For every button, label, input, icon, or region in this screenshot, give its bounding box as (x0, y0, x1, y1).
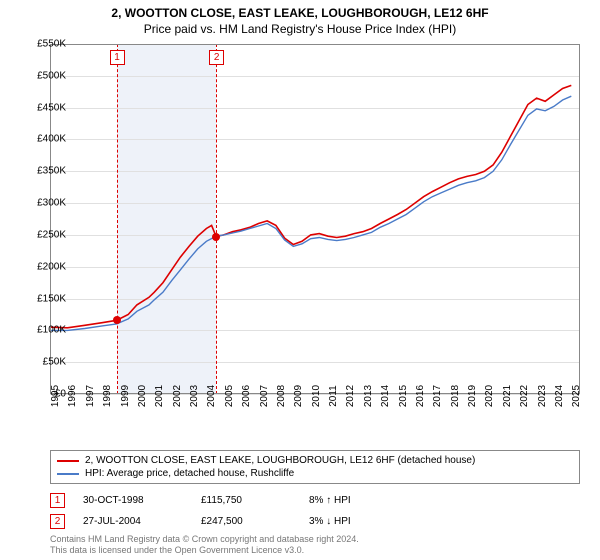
x-axis-label: 2020 (484, 385, 495, 407)
x-axis-label: 2017 (432, 385, 443, 407)
x-axis-label: 2014 (380, 385, 391, 407)
y-axis-label: £300K (20, 198, 66, 209)
x-axis-label: 2018 (450, 385, 461, 407)
x-axis-label: 2011 (328, 385, 339, 407)
chart-container: 2, WOOTTON CLOSE, EAST LEAKE, LOUGHBOROU… (0, 0, 600, 560)
sale-number: 2 (50, 514, 65, 529)
x-axis-label: 2008 (276, 385, 287, 407)
legend-item: HPI: Average price, detached house, Rush… (57, 467, 573, 480)
x-axis-label: 1997 (85, 385, 96, 407)
x-axis-label: 2001 (154, 385, 165, 407)
x-axis-label: 2009 (293, 385, 304, 407)
footer-line1: Contains HM Land Registry data © Crown c… (50, 534, 359, 545)
x-axis-label: 2022 (519, 385, 530, 407)
x-axis-label: 2005 (224, 385, 235, 407)
chart-subtitle: Price paid vs. HM Land Registry's House … (0, 20, 600, 40)
footer: Contains HM Land Registry data © Crown c… (50, 534, 359, 556)
sale-pct: 8% ↑ HPI (309, 495, 399, 506)
x-axis-label: 2010 (311, 385, 322, 407)
y-axis-label: £250K (20, 229, 66, 240)
x-axis-label: 2004 (206, 385, 217, 407)
y-axis-label: £500K (20, 70, 66, 81)
y-axis-label: £150K (20, 293, 66, 304)
sale-date: 30-OCT-1998 (83, 495, 183, 506)
x-axis-label: 2003 (189, 385, 200, 407)
plot-border (50, 44, 580, 394)
legend-swatch (57, 473, 79, 475)
sales-table: 1 30-OCT-1998 £115,750 8% ↑ HPI 2 27-JUL-2004… (50, 490, 580, 532)
x-axis-label: 2007 (259, 385, 270, 407)
x-axis-label: 2024 (554, 385, 565, 407)
sale-row: 1 30-OCT-1998 £115,750 8% ↑ HPI (50, 490, 580, 511)
sale-row: 2 27-JUL-2004 £247,500 3% ↓ HPI (50, 511, 580, 532)
sale-price: £247,500 (201, 516, 291, 527)
x-axis-label: 1998 (102, 385, 113, 407)
legend-label: HPI: Average price, detached house, Rush… (85, 468, 294, 479)
legend: 2, WOOTTON CLOSE, EAST LEAKE, LOUGHBOROU… (50, 450, 580, 484)
x-axis-label: 2002 (172, 385, 183, 407)
legend-item: 2, WOOTTON CLOSE, EAST LEAKE, LOUGHBOROU… (57, 454, 573, 467)
y-axis-label: £100K (20, 325, 66, 336)
chart-title: 2, WOOTTON CLOSE, EAST LEAKE, LOUGHBOROU… (0, 0, 600, 20)
y-axis-label: £400K (20, 134, 66, 145)
y-axis-label: £450K (20, 102, 66, 113)
sale-date: 27-JUL-2004 (83, 516, 183, 527)
x-axis-label: 2000 (137, 385, 148, 407)
sale-number: 1 (50, 493, 65, 508)
legend-label: 2, WOOTTON CLOSE, EAST LEAKE, LOUGHBOROU… (85, 455, 475, 466)
y-axis-label: £550K (20, 39, 66, 50)
x-axis-label: 1996 (67, 385, 78, 407)
x-axis-label: 2012 (345, 385, 356, 407)
x-axis-label: 2021 (502, 385, 513, 407)
x-axis-label: 2013 (363, 385, 374, 407)
x-axis-label: 1995 (50, 385, 61, 407)
sale-pct: 3% ↓ HPI (309, 516, 399, 527)
sale-price: £115,750 (201, 495, 291, 506)
y-axis-label: £200K (20, 261, 66, 272)
x-axis-label: 2019 (467, 385, 478, 407)
x-axis-label: 1999 (120, 385, 131, 407)
x-axis-label: 2016 (415, 385, 426, 407)
chart-area: 12 (50, 44, 580, 394)
legend-swatch (57, 460, 79, 462)
x-axis-label: 2015 (398, 385, 409, 407)
footer-line2: This data is licensed under the Open Gov… (50, 545, 359, 556)
x-axis-label: 2025 (571, 385, 582, 407)
y-axis-label: £50K (20, 357, 66, 368)
x-axis-label: 2006 (241, 385, 252, 407)
y-axis-label: £350K (20, 166, 66, 177)
x-axis-label: 2023 (537, 385, 548, 407)
